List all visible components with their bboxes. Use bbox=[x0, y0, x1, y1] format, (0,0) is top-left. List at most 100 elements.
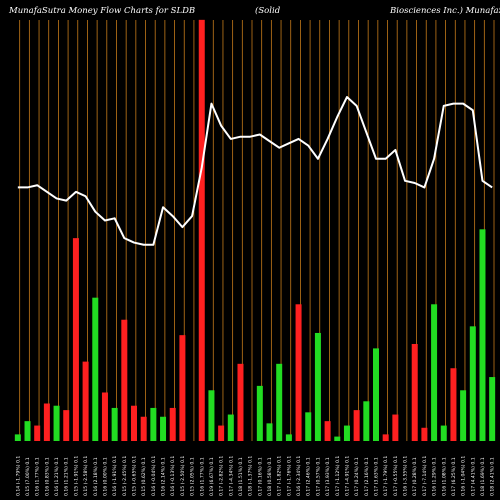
volume-bar bbox=[179, 335, 186, 441]
x-tick-label: 0.15 (7.00%) 0.1 bbox=[25, 457, 31, 496]
x-tick-label: 0.18 (1.51%) 0.1 bbox=[238, 457, 244, 496]
x-tick-label: 0.16 (-2.34%) 0.1 bbox=[296, 456, 302, 496]
x-tick-label: 0.17 (4.41%) 0.1 bbox=[470, 457, 476, 496]
x-tick-label: 0.16 (1.77%) 0.1 bbox=[35, 457, 41, 496]
x-tick-label: 0.17 (0.28%) 0.1 bbox=[412, 457, 418, 496]
volume-bar bbox=[392, 414, 399, 441]
volume-bar bbox=[24, 421, 31, 441]
volume-bar bbox=[469, 326, 476, 441]
volume-bar bbox=[343, 425, 350, 441]
volume-bar bbox=[324, 421, 331, 441]
x-tick-label: 0.17 (-4.34%) 0.1 bbox=[228, 456, 234, 496]
volume-bar bbox=[14, 434, 21, 441]
volume-bar bbox=[373, 348, 379, 441]
x-tick-label: 0.18 (2.41%) 0.1 bbox=[490, 457, 496, 496]
price-line-path bbox=[17, 96, 493, 246]
x-tick-label: 0.16 (1.29%) 0.1 bbox=[432, 457, 438, 496]
volume-bar bbox=[82, 361, 89, 441]
volume-bar bbox=[353, 410, 360, 441]
volume-bar bbox=[92, 297, 99, 441]
volume-bar bbox=[363, 401, 370, 441]
chart-title-mid: (Solid bbox=[255, 5, 281, 16]
x-tick-label: 0.18 (1.69%) 0.1 bbox=[480, 457, 486, 496]
volume-bar bbox=[295, 304, 302, 441]
x-axis-tick-labels: 0.14 (-1.79%) 0.1 0.15 (7.00%) 0.1 0.16 (1… bbox=[15, 456, 495, 496]
volume-bar bbox=[314, 332, 321, 441]
x-tick-label: 0.15 (-2.50%) 0.1 bbox=[180, 456, 186, 496]
volume-bar bbox=[382, 434, 389, 441]
volume-bar bbox=[131, 405, 137, 441]
x-tick-label: 0.17 (2.16%) 0.1 bbox=[364, 457, 370, 496]
volume-bar bbox=[411, 343, 418, 441]
volume-bar bbox=[256, 385, 263, 441]
volume-bar bbox=[63, 410, 70, 441]
volume-bar bbox=[218, 425, 225, 441]
volume-bar bbox=[101, 392, 108, 441]
volume-bar bbox=[440, 425, 447, 441]
x-tick-label: 0.17 (-7.14%) 0.1 bbox=[422, 456, 428, 496]
x-tick-label: 0.17 (-2.82%) 0.1 bbox=[219, 456, 225, 496]
x-tick-label: 0.19 (6.67%) 0.1 bbox=[209, 457, 215, 496]
x-tick-label: 0.15 (-0.65%) 0.1 bbox=[132, 456, 138, 496]
x-tick-label: 0.15 (-2.58%) 0.1 bbox=[83, 456, 89, 496]
volume-bar bbox=[53, 405, 60, 441]
x-tick-label: 0.17 (-1.76%) 0.1 bbox=[286, 456, 292, 496]
x-tick-label: 0.17 (3.63%) 0.1 bbox=[374, 457, 380, 496]
volume-bar bbox=[334, 436, 341, 441]
chart-title-left: MunafaSutra Money Flow Charts for SLDB bbox=[8, 6, 195, 16]
volume-bar bbox=[72, 238, 79, 441]
volume-bar bbox=[460, 390, 467, 441]
x-tick-label: 0.14 (-1.79%) 0.1 bbox=[15, 456, 21, 496]
volume-bar bbox=[305, 412, 312, 441]
volume-bar bbox=[121, 319, 128, 441]
volume-bar bbox=[479, 229, 486, 441]
x-tick-label: 0.17 (6.25%) 0.1 bbox=[451, 457, 457, 496]
volume-bar bbox=[160, 416, 167, 441]
x-tick-label: 0.17 (2.46%) 0.1 bbox=[306, 457, 312, 496]
volume-bar bbox=[208, 390, 215, 441]
x-tick-label: 0.16 (-1.04%) 0.1 bbox=[461, 456, 467, 496]
volume-bar bbox=[198, 19, 205, 441]
x-tick-label: 0.16 (-0.04%) 0.1 bbox=[151, 456, 157, 496]
volume-bar bbox=[237, 363, 244, 441]
volume-bar bbox=[421, 427, 428, 441]
x-tick-label: 0.16 (-0.13%) 0.1 bbox=[170, 456, 176, 496]
volume-bar bbox=[266, 423, 273, 441]
x-tick-label: 0.16 (-3.55%) 0.1 bbox=[403, 456, 409, 496]
x-tick-label: 0.15 (-1.91%) 0.1 bbox=[73, 456, 79, 496]
volume-bar bbox=[111, 407, 118, 441]
x-tick-label: 0.17 (0.57%) 0.1 bbox=[315, 457, 321, 496]
x-tick-label: 0.18 (-1.37%) 0.1 bbox=[248, 456, 254, 496]
x-tick-label: 0.16 (2.18%) 0.1 bbox=[93, 457, 99, 496]
volume-bar bbox=[43, 403, 50, 441]
volume-bar bbox=[34, 425, 41, 441]
x-tick-label: 0.17 (-0.55%) 0.1 bbox=[393, 456, 399, 496]
volume-bar bbox=[150, 407, 157, 441]
x-tick-label: 0.16 (1.08%) 0.1 bbox=[441, 457, 447, 496]
x-tick-label: 0.16 (-1.91%) 0.1 bbox=[112, 456, 118, 496]
x-tick-label: 0.17 (-4.91%) 0.1 bbox=[344, 456, 350, 496]
x-tick-label: 0.15 (0.62%) 0.1 bbox=[141, 457, 147, 496]
volume-bar bbox=[227, 414, 234, 441]
volume-bar bbox=[285, 434, 292, 441]
price-line bbox=[17, 96, 493, 246]
x-tick-label: 0.17 (0.24%) 0.1 bbox=[354, 457, 360, 496]
chart-title-right: Biosciences Inc.) MunafaSutra.com bbox=[389, 5, 500, 16]
x-tick-label: 0.17 (-1.82%) 0.1 bbox=[277, 456, 283, 496]
x-tick-label: 0.17 (3.93%) 0.1 bbox=[325, 457, 331, 496]
volume-bars bbox=[14, 19, 496, 441]
volume-bar bbox=[140, 416, 147, 441]
x-tick-label: 0.15 (2.05%) 0.1 bbox=[190, 457, 196, 496]
x-tick-label: 0.16 (2.14%) 0.1 bbox=[161, 457, 167, 496]
x-tick-label: 0.16 (0.83%) 0.1 bbox=[44, 457, 50, 496]
x-tick-label: 0.16 (1.21%) 0.1 bbox=[54, 457, 60, 496]
volume-bar bbox=[169, 407, 176, 441]
x-tick-label: 0.16 (0.00%) 0.1 bbox=[102, 457, 108, 496]
x-tick-label: 0.17 (-1.12%) 0.1 bbox=[335, 456, 341, 496]
volume-bar bbox=[489, 377, 496, 441]
x-tick-label: 0.16 (1.77%) 0.1 bbox=[199, 457, 205, 496]
x-tick-label: 0.15 (-2.45%) 0.1 bbox=[122, 456, 128, 496]
volume-bar bbox=[450, 368, 457, 441]
x-tick-label: 0.17 (0.16%) 0.1 bbox=[257, 457, 263, 496]
